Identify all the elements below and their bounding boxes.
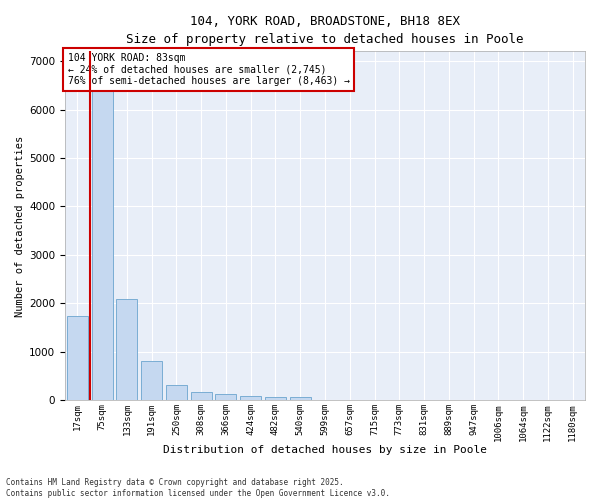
Y-axis label: Number of detached properties: Number of detached properties [15,136,25,316]
Bar [290,398,311,400]
Title: 104, YORK ROAD, BROADSTONE, BH18 8EX
Size of property relative to detached house: 104, YORK ROAD, BROADSTONE, BH18 8EX Siz… [126,15,524,46]
Bar [240,396,261,400]
Bar [141,360,162,401]
Bar [116,298,137,400]
Text: Contains HM Land Registry data © Crown copyright and database right 2025.
Contai: Contains HM Land Registry data © Crown c… [6,478,390,498]
X-axis label: Distribution of detached houses by size in Poole: Distribution of detached houses by size … [163,445,487,455]
Text: 104 YORK ROAD: 83sqm
← 24% of detached houses are smaller (2,745)
76% of semi-de: 104 YORK ROAD: 83sqm ← 24% of detached h… [68,53,350,86]
Bar [215,394,236,400]
Bar [92,88,113,401]
Bar [166,386,187,400]
Bar [265,396,286,400]
Bar [67,316,88,400]
Bar [191,392,212,400]
